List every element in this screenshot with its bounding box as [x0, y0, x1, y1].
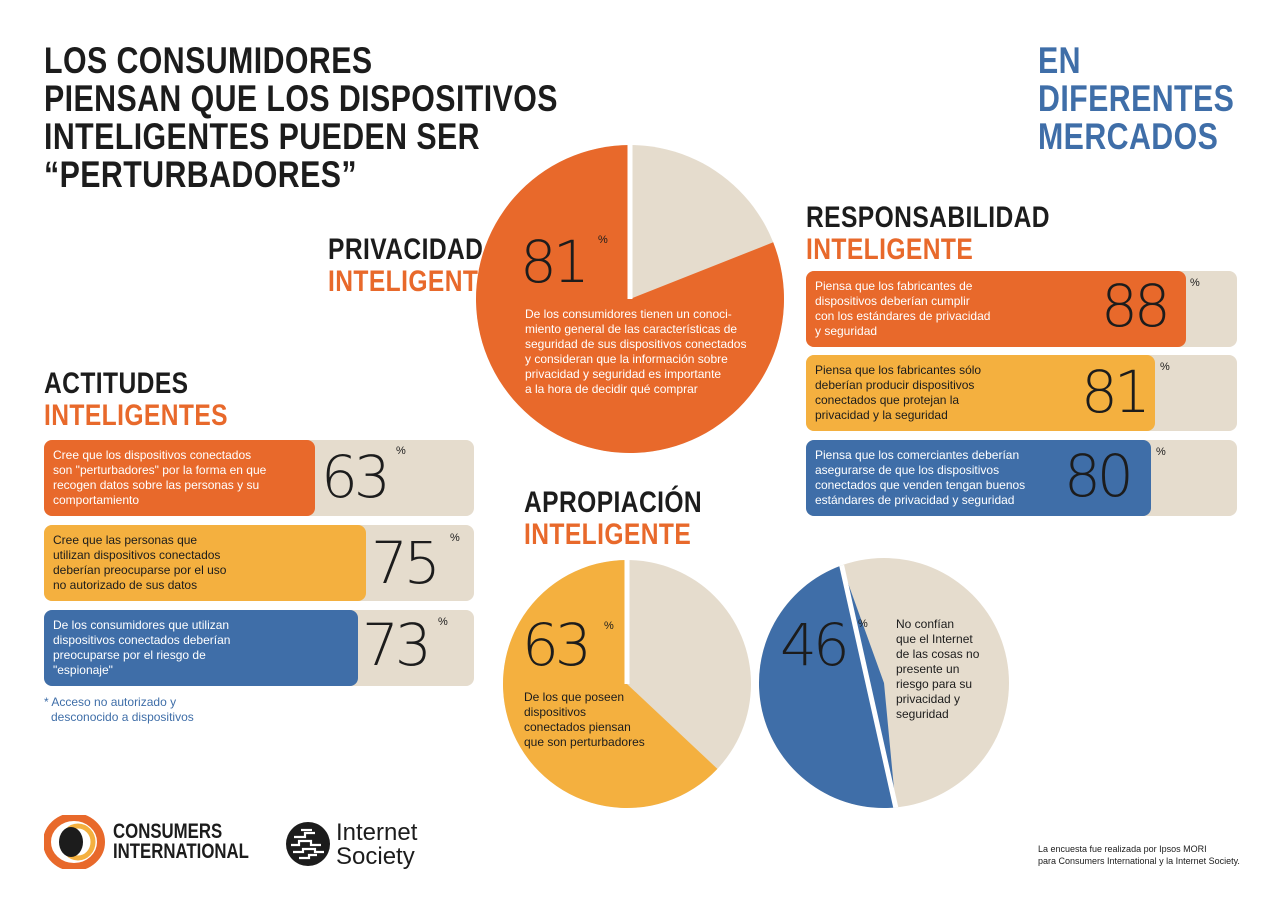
privacy-description: De los consumidores tienen un conoci- mi… [525, 307, 747, 396]
privacy-heading: PRIVACIDAD INTELIGENTE [328, 233, 496, 298]
privacy-pie-chart [476, 143, 785, 453]
internet-society-logo-text: Internet Society [336, 819, 418, 870]
ownership-pie-2-description: No confían que el Internet de las cosas … [896, 617, 980, 721]
responsibility-bar-1-percent: % [1190, 277, 1200, 289]
responsibility-bar-1-number: 88 [1101, 272, 1171, 340]
consumers-international-logo-text: CONSUMERS INTERNATIONAL [113, 820, 249, 863]
markets-heading: EN DIFERENTES MERCADOS [1038, 40, 1235, 157]
ownership-pie-2-number: 46 [780, 611, 850, 679]
ownership-pie-2-slice [758, 565, 896, 809]
ownership-pie-1-number: 63 [522, 611, 592, 679]
privacy-percent-sign: % [598, 234, 608, 246]
attitudes-bar-2: Cree que las personas que utilizan dispo… [44, 525, 474, 601]
attitudes-bar-3-percent: % [438, 616, 448, 628]
responsibility-bar-1-fill [806, 271, 1186, 347]
ownership-pie-2-divider [839, 564, 899, 808]
responsibility-bar-2-fill [806, 355, 1155, 431]
attitudes-bar-1: Cree que los dispositivos conectados son… [44, 440, 474, 516]
attitudes-bar-2-number: 75 [371, 529, 441, 597]
attitudes-bar-3-fill [44, 610, 358, 686]
responsibility-bar-2-text: Piensa que los fabricantes sólo deberían… [815, 363, 982, 422]
survey-source-note: La encuesta fue realizada por Ipsos MORI… [1038, 844, 1240, 866]
attitudes-bar-1-percent: % [396, 445, 406, 457]
attitudes-bar-3-text: De los consumidores que utilizan disposi… [53, 618, 231, 677]
attitudes-bar-3-number: 73 [362, 611, 432, 679]
attitudes-bar-1-text: Cree que los dispositivos conectados son… [53, 448, 267, 507]
ownership-pie-1-slice [502, 560, 718, 808]
attitudes-bar-3: De los consumidores que utilizan disposi… [44, 610, 474, 686]
ownership-pie-1-percent: % [604, 620, 614, 632]
responsibility-bar-2: Piensa que los fabricantes sólo deberían… [806, 355, 1237, 431]
attitudes-bar-2-percent: % [450, 532, 460, 544]
attitudes-footnote: * Acceso no autorizado y desconocido a d… [44, 695, 194, 724]
responsibility-bar-2-number: 81 [1081, 358, 1151, 426]
ownership-pie-chart-2 [758, 558, 1009, 809]
attitudes-heading: ACTITUDES INTELIGENTES [44, 367, 228, 432]
responsibility-bar-2-percent: % [1160, 361, 1170, 373]
responsibility-bar-3-percent: % [1156, 446, 1166, 458]
page-title: LOS CONSUMIDORES PIENSAN QUE LOS DISPOSI… [44, 40, 558, 195]
responsibility-heading: RESPONSABILIDAD INTELIGENTE [806, 201, 1050, 266]
consumers-international-logo-icon [44, 815, 105, 869]
ownership-pie-2-percent: % [858, 618, 868, 630]
internet-society-logo-icon [286, 822, 330, 866]
privacy-big-number: 81 [520, 228, 590, 296]
attitudes-bar-2-text: Cree que las personas que utilizan dispo… [53, 533, 227, 592]
responsibility-bar-3-fill [806, 440, 1151, 516]
attitudes-bar-1-fill [44, 440, 315, 516]
ownership-heading: APROPIACIÓN INTELIGENTE [524, 486, 703, 551]
ownership-pie-1-description: De los que poseen dispositivos conectado… [524, 690, 645, 749]
responsibility-bar-1: Piensa que los fabricantes de dispositiv… [806, 271, 1237, 347]
ownership-pie-chart-1 [502, 558, 751, 808]
responsibility-bar-3: Piensa que los comerciantes deberían ase… [806, 440, 1237, 516]
responsibility-bar-3-text: Piensa que los comerciantes deberían ase… [815, 448, 1026, 507]
attitudes-bar-1-number: 63 [321, 443, 391, 511]
responsibility-bar-3-number: 80 [1064, 442, 1134, 510]
attitudes-bar-2-fill [44, 525, 366, 601]
responsibility-bar-1-text: Piensa que los fabricantes de dispositiv… [815, 279, 991, 338]
